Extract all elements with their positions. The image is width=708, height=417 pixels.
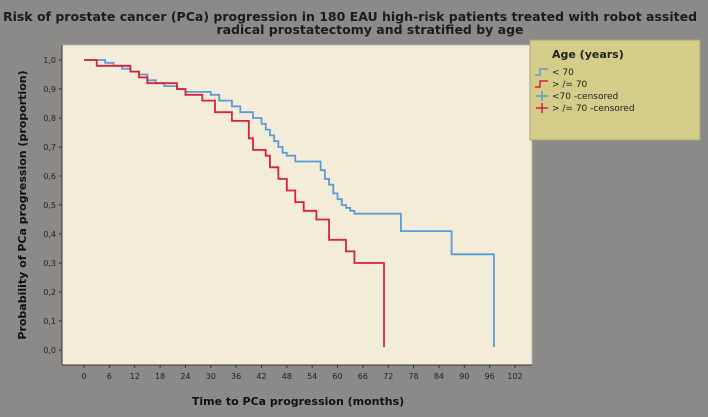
y-tick-label-0: 0,0 — [43, 346, 56, 355]
y-tick-label-6: 0,6 — [43, 172, 56, 181]
y-tick-label-1: 0,1 — [43, 317, 56, 326]
x-tick-label-66: 66 — [358, 372, 368, 381]
x-tick-label-60: 60 — [332, 372, 342, 381]
legend-box — [529, 39, 701, 141]
chart-title: Risk of prostate cancer (PCa) progressio… — [0, 10, 700, 36]
x-tick-label-18: 18 — [155, 372, 165, 381]
x-tick-label-72: 72 — [383, 372, 393, 381]
x-tick-label-36: 36 — [231, 372, 241, 381]
x-tick-label-0: 0 — [81, 372, 86, 381]
legend-symbol-0 — [535, 68, 548, 76]
x-tick-label-84: 84 — [434, 372, 444, 381]
chart-title-line-1: Risk of prostate cancer (PCa) progressio… — [2, 9, 698, 24]
x-tick-label-48: 48 — [282, 372, 292, 381]
legend-title: Age (years) — [552, 48, 624, 61]
chart-title-line-2: radical prostatectomy and stratified by … — [216, 22, 524, 37]
legend-label-0: < 70 — [552, 68, 574, 78]
y-tick-label-10: 1,0 — [43, 56, 56, 65]
legend-label-1: > /= 70 — [552, 80, 588, 90]
y-tick-label-5: 0,5 — [43, 201, 56, 210]
x-tick-label-42: 42 — [256, 372, 266, 381]
x-tick-label-78: 78 — [408, 372, 418, 381]
y-tick-label-8: 0,8 — [43, 114, 56, 123]
x-tick-label-6: 6 — [107, 372, 112, 381]
x-tick-label-30: 30 — [206, 372, 216, 381]
y-axis-title: Probability of PCa progression (proporti… — [16, 70, 29, 339]
x-tick-label-96: 96 — [485, 372, 495, 381]
y-tick-label-7: 0,7 — [43, 143, 56, 152]
legend-symbol-1 — [535, 80, 548, 88]
plot-area — [61, 44, 533, 366]
y-tick-label-3: 0,3 — [43, 259, 56, 268]
series-line-1 — [84, 59, 385, 348]
legend-label-2: <70 -censored — [552, 92, 618, 102]
x-tick-label-54: 54 — [307, 372, 317, 381]
y-tick-label-4: 0,4 — [43, 230, 56, 239]
y-tick-label-9: 0,9 — [43, 85, 56, 94]
y-tick-label-2: 0,2 — [43, 288, 56, 297]
x-tick-label-24: 24 — [180, 372, 190, 381]
x-axis-title: Time to PCa progression (months) — [192, 395, 404, 408]
x-tick-label-90: 90 — [459, 372, 469, 381]
x-tick-label-12: 12 — [130, 372, 140, 381]
legend-label-3: > /= 70 -censored — [552, 104, 635, 114]
x-tick-label-102: 102 — [507, 372, 522, 381]
